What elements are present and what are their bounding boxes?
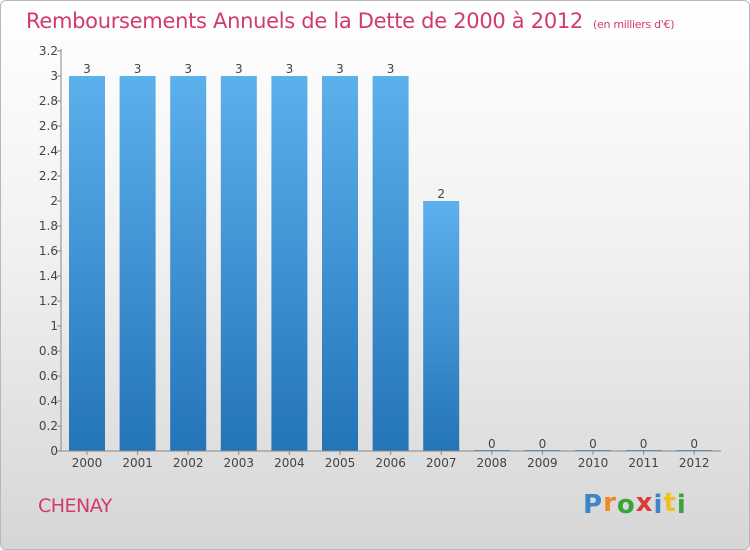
x-tick-label: 2007 xyxy=(426,456,457,470)
proxiti-logo: Proxiti xyxy=(583,488,687,520)
y-tick-label: 1 xyxy=(50,319,58,333)
data-label: 2 xyxy=(437,187,445,201)
x-tick-label: 2003 xyxy=(224,456,255,470)
title-unit: (en milliers d'€) xyxy=(593,18,675,31)
data-label: 0 xyxy=(640,437,648,451)
logo-letter: x xyxy=(635,488,654,518)
x-tick-label: 2005 xyxy=(325,456,356,470)
data-label: 3 xyxy=(83,62,91,76)
logo-letter: P xyxy=(583,490,604,520)
x-tick-label: 2006 xyxy=(375,456,406,470)
data-label: 3 xyxy=(235,62,243,76)
logo-letter: t xyxy=(663,488,677,518)
x-tick-label: 2010 xyxy=(578,456,609,470)
y-tick-label: 0 xyxy=(50,444,58,458)
town-name: CHENAY xyxy=(38,495,112,517)
data-label: 0 xyxy=(690,437,698,451)
y-tick-label: 2 xyxy=(50,194,58,208)
x-tick-label: 2009 xyxy=(527,456,558,470)
y-tick-label: 0.6 xyxy=(39,369,58,383)
y-tick-label: 0.8 xyxy=(39,344,58,358)
logo-letter: o xyxy=(616,490,636,520)
title-text: Remboursements Annuels de la Dette de 20… xyxy=(26,9,583,33)
data-label: 3 xyxy=(286,62,294,76)
bar-2004 xyxy=(271,76,308,451)
chart-title: Remboursements Annuels de la Dette de 20… xyxy=(26,9,674,33)
data-label: 0 xyxy=(589,437,597,451)
x-tick-label: 2004 xyxy=(274,456,305,470)
bar-2005 xyxy=(322,76,358,451)
y-tick-label: 2.6 xyxy=(39,119,58,133)
bar-2007 xyxy=(423,201,460,451)
logo-letter: r xyxy=(603,488,617,518)
x-tick-label: 2002 xyxy=(173,456,204,470)
y-tick-label: 0.2 xyxy=(39,419,58,433)
x-tick-label: 2012 xyxy=(679,456,710,470)
data-label: 3 xyxy=(134,62,142,76)
x-tick-label: 2008 xyxy=(477,456,508,470)
data-label: 0 xyxy=(539,437,547,451)
data-label: 3 xyxy=(336,62,344,76)
logo-letter: i xyxy=(676,490,687,520)
x-tick-label: 2000 xyxy=(72,456,103,470)
y-tick-label: 1.4 xyxy=(39,269,58,283)
data-label: 3 xyxy=(184,62,192,76)
y-tick-label: 2.4 xyxy=(39,144,58,158)
y-tick-label: 3.2 xyxy=(39,44,58,58)
bar-2002 xyxy=(170,76,207,451)
y-tick-label: 3 xyxy=(50,69,58,83)
data-label: 3 xyxy=(387,62,395,76)
y-tick-label: 1.8 xyxy=(39,219,58,233)
logo-letter: i xyxy=(653,490,664,520)
data-label: 0 xyxy=(488,437,496,451)
y-tick-label: 2.8 xyxy=(39,94,58,108)
y-tick-label: 0.4 xyxy=(39,394,58,408)
bar-2003 xyxy=(220,76,257,451)
bar-2000 xyxy=(69,76,105,451)
y-tick-label: 2.2 xyxy=(39,169,58,183)
bar-2006 xyxy=(372,76,409,451)
y-tick-label: 1.2 xyxy=(39,294,58,308)
y-tick-label: 1.6 xyxy=(39,244,58,258)
x-tick-label: 2011 xyxy=(628,456,659,470)
bar-2001 xyxy=(119,76,156,451)
x-tick-label: 2001 xyxy=(122,456,153,470)
